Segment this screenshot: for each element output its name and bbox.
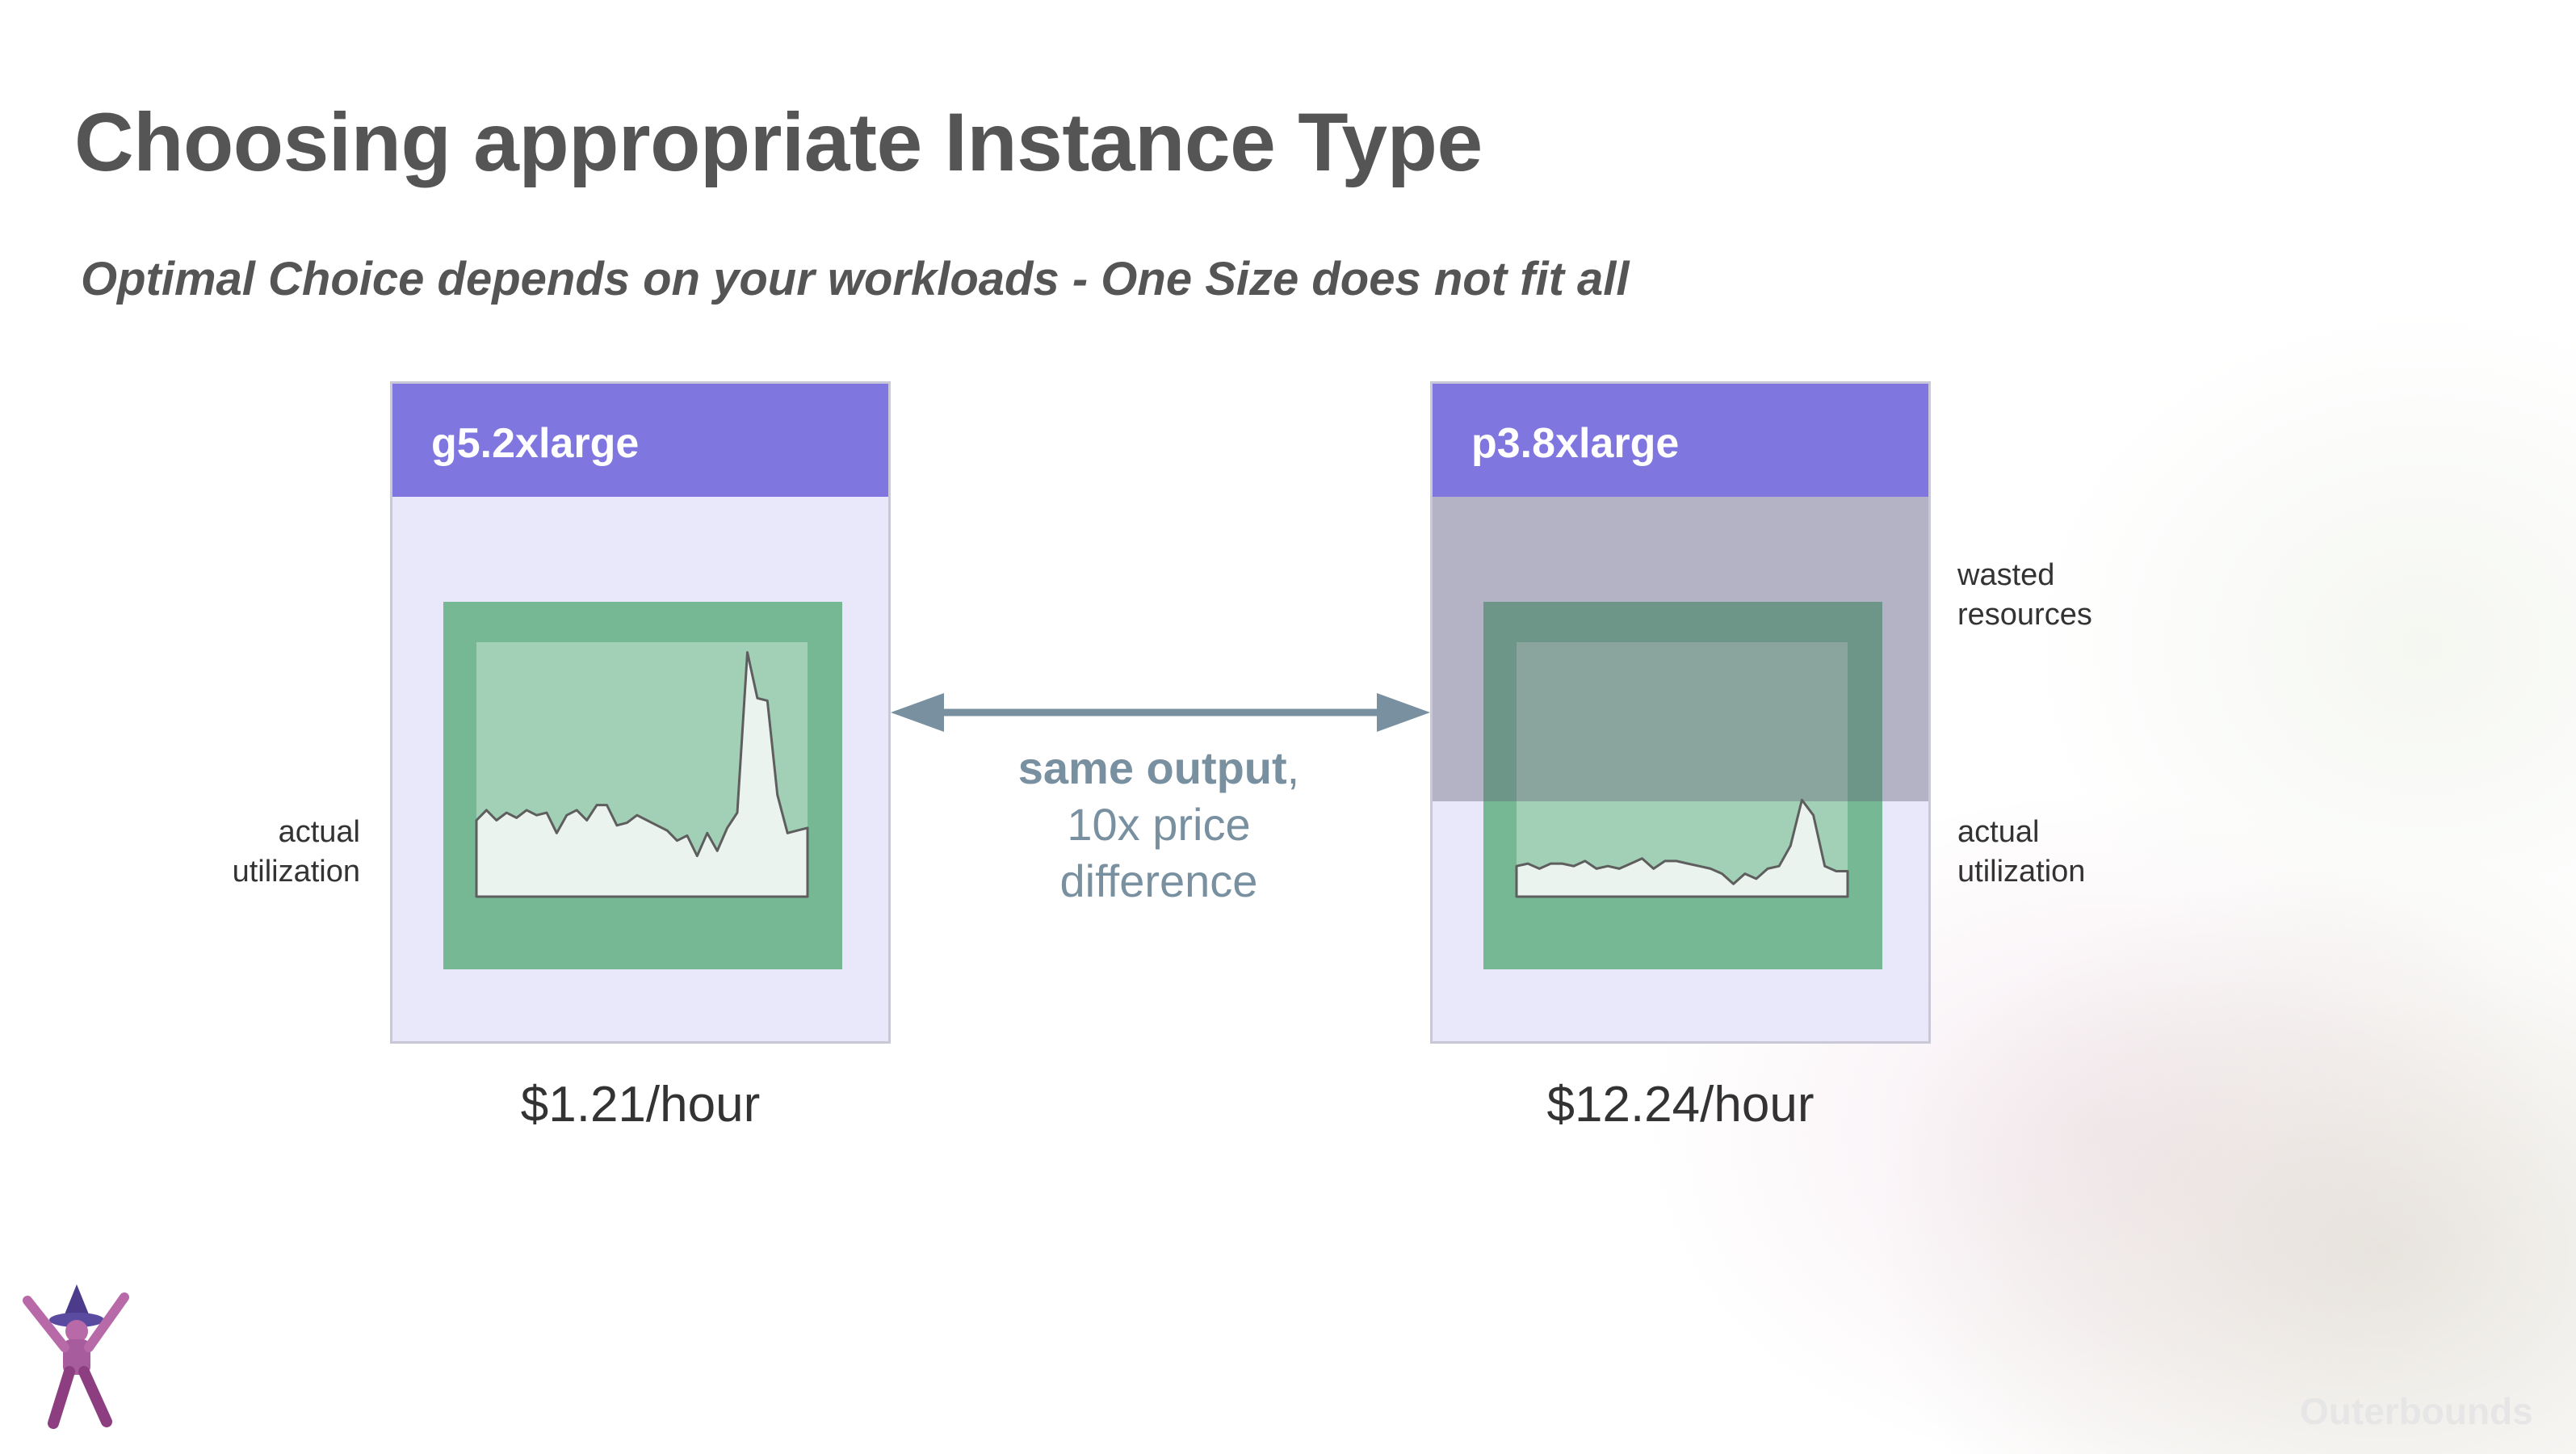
instance-card-g5: g5.2xlarge xyxy=(390,381,891,1044)
wasted-resources-band xyxy=(1433,497,1928,801)
comparison-line-2: 10x price xyxy=(1067,799,1251,850)
utilization-line-p3 xyxy=(1515,798,1849,898)
outerbounds-brand: Outerbounds xyxy=(2300,1390,2533,1432)
comparison-line-1: same output, xyxy=(937,740,1381,796)
utilization-graph-p3 xyxy=(1515,798,1849,898)
instance-card-p3: p3.8xlarge xyxy=(1430,381,1931,1044)
slide-subtitle: Optimal Choice depends on your workloads… xyxy=(81,253,1630,305)
slide-title: Choosing appropriate Instance Type xyxy=(74,96,1483,188)
actual-utilization-label-right: actual utilization xyxy=(1957,815,2086,889)
gpu-block-g5 xyxy=(443,602,842,969)
price-g5: $1.21/hour xyxy=(520,1077,761,1133)
actual-utilization-label-left: actual utilization xyxy=(232,815,360,889)
comparison-line-3: difference xyxy=(1059,855,1258,906)
instance-name-g5: g5.2xlarge xyxy=(392,384,888,497)
same-output-text: same output xyxy=(1017,742,1287,793)
price-p3: $12.24/hour xyxy=(1546,1077,1815,1133)
utilization-line-g5 xyxy=(475,651,809,898)
wizard-mascot-icon xyxy=(23,1284,129,1429)
utilization-graph-g5 xyxy=(475,651,809,898)
instance-name-p3: p3.8xlarge xyxy=(1433,384,1928,497)
wasted-resources-label: wasted resources xyxy=(1957,558,2092,632)
comparison-comma: , xyxy=(1286,742,1300,793)
gpu-block-p3 xyxy=(1483,602,1882,969)
double-headed-arrow xyxy=(891,693,1430,732)
comparison-text: same output, 10x price difference xyxy=(937,740,1381,910)
